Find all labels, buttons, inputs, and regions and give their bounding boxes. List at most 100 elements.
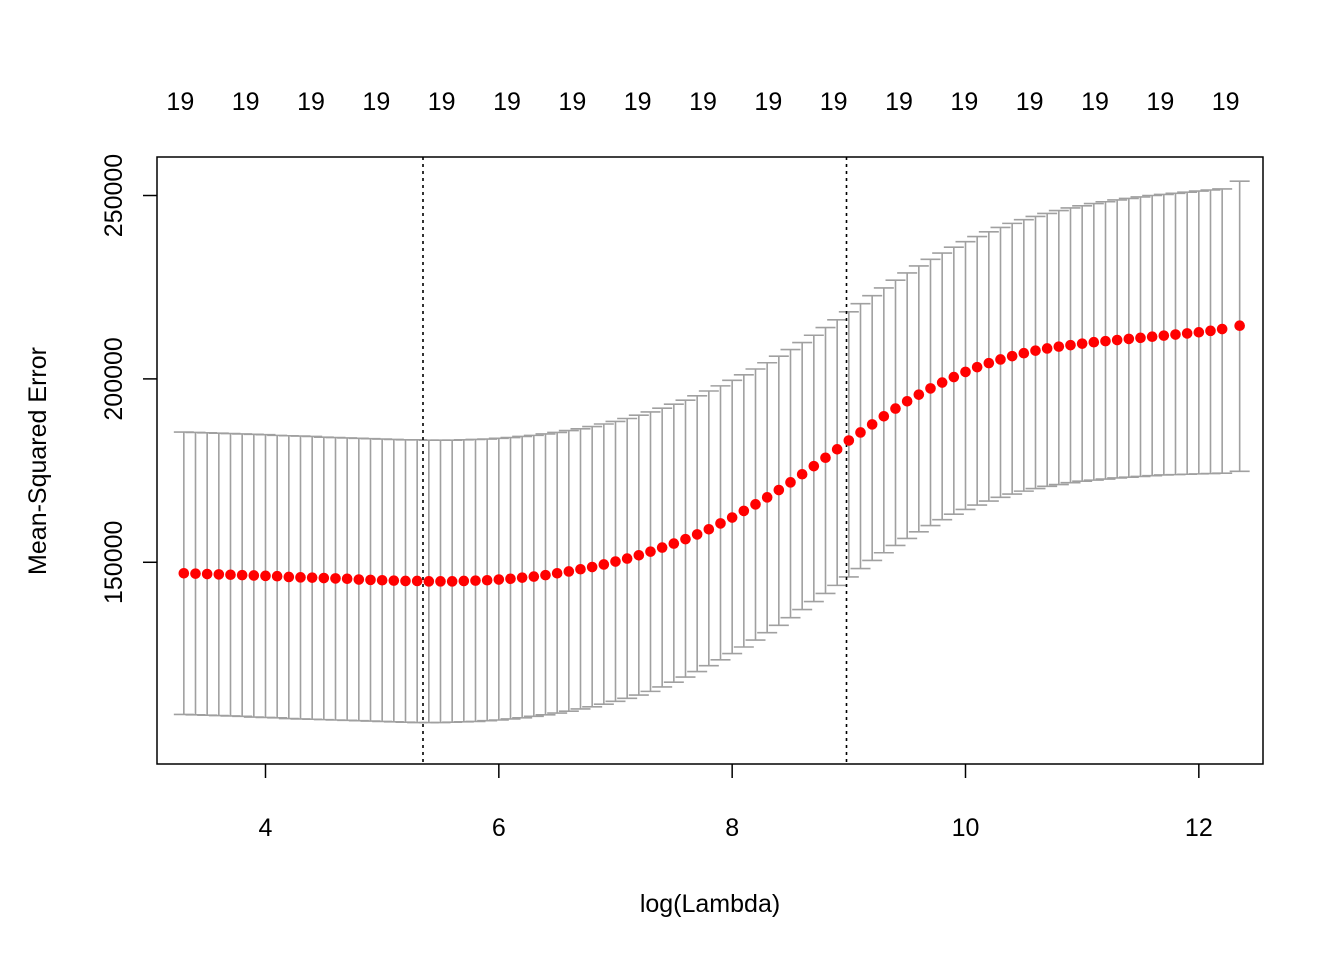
plot-frame bbox=[156, 156, 1264, 765]
mse-point bbox=[843, 435, 855, 446]
mse-point bbox=[598, 559, 610, 570]
mse-point bbox=[190, 568, 201, 579]
mse-point bbox=[1053, 341, 1065, 352]
mse-point bbox=[446, 576, 458, 587]
mse-point bbox=[855, 427, 866, 438]
mse-point bbox=[726, 512, 738, 523]
mse-point bbox=[470, 575, 481, 586]
mse-point bbox=[400, 575, 411, 587]
mse-point bbox=[820, 452, 831, 464]
top-axis-label: 19 bbox=[1081, 88, 1109, 116]
mse-point bbox=[1146, 331, 1158, 343]
mse-point bbox=[715, 518, 726, 529]
mse-point bbox=[1076, 338, 1088, 349]
mse-point bbox=[750, 499, 761, 510]
mse-point bbox=[1205, 325, 1216, 337]
top-axis-label: 19 bbox=[820, 88, 848, 116]
top-axis-label: 19 bbox=[428, 88, 456, 116]
top-axis-label: 19 bbox=[232, 88, 260, 116]
mse-point bbox=[283, 571, 295, 583]
mse-point bbox=[365, 574, 376, 586]
mse-point bbox=[236, 569, 248, 581]
mse-point bbox=[435, 576, 446, 587]
mse-point bbox=[178, 567, 190, 579]
mse-point bbox=[271, 570, 283, 582]
top-axis-label: 19 bbox=[362, 88, 390, 116]
mse-point bbox=[831, 444, 843, 455]
x-tick-label: 8 bbox=[725, 814, 739, 842]
top-axis-label: 19 bbox=[950, 88, 978, 116]
mse-point bbox=[995, 354, 1006, 365]
top-axis-label: 19 bbox=[558, 88, 586, 116]
mse-point bbox=[703, 523, 715, 535]
mse-point bbox=[213, 569, 225, 580]
mse-point bbox=[948, 371, 960, 383]
top-axis-label: 19 bbox=[624, 88, 652, 116]
x-tick-label: 10 bbox=[952, 814, 980, 842]
mse-point bbox=[1216, 323, 1228, 335]
mse-point bbox=[901, 395, 913, 407]
mse-point bbox=[295, 572, 306, 583]
mse-point bbox=[1170, 329, 1181, 340]
mse-point bbox=[785, 477, 796, 488]
mse-point bbox=[353, 574, 365, 585]
mse-point bbox=[248, 570, 260, 581]
mse-point bbox=[1135, 332, 1146, 344]
mse-point bbox=[680, 533, 691, 545]
x-tick-label: 12 bbox=[1185, 814, 1213, 842]
mse-point bbox=[1065, 339, 1076, 351]
x-axis-label: log(Lambda) bbox=[640, 890, 780, 918]
mse-point bbox=[1158, 330, 1170, 341]
mse-point bbox=[1030, 345, 1041, 356]
mse-point bbox=[201, 568, 213, 580]
mse-point bbox=[318, 572, 330, 584]
points-layer bbox=[178, 320, 1245, 587]
y-tick-label: 250000 bbox=[100, 154, 128, 237]
y-axis-label: Mean-Squared Error bbox=[24, 347, 52, 575]
mse-point bbox=[960, 366, 971, 378]
reference-lines-layer bbox=[422, 157, 848, 764]
mse-point bbox=[668, 538, 680, 549]
mse-point bbox=[796, 468, 808, 480]
mse-point bbox=[1193, 327, 1205, 338]
y-tick-label: 150000 bbox=[100, 521, 128, 604]
mse-point bbox=[610, 556, 621, 567]
mse-point bbox=[423, 576, 435, 587]
mse-point bbox=[761, 492, 773, 503]
mse-point bbox=[1088, 336, 1100, 348]
mse-point bbox=[878, 411, 890, 422]
mse-point bbox=[493, 574, 505, 585]
mse-point bbox=[913, 389, 925, 400]
mse-point bbox=[306, 572, 318, 583]
mse-point bbox=[1181, 328, 1193, 339]
mse-point bbox=[330, 573, 341, 584]
top-axis-label: 19 bbox=[1016, 88, 1044, 116]
mse-point bbox=[890, 403, 901, 414]
mse-point bbox=[936, 377, 948, 388]
mse-point bbox=[481, 574, 493, 586]
mse-point bbox=[1041, 343, 1053, 354]
mse-point bbox=[540, 569, 551, 581]
mse-point bbox=[1111, 334, 1123, 346]
mse-point bbox=[1018, 347, 1030, 359]
top-axis-label: 19 bbox=[1212, 88, 1240, 116]
mse-point bbox=[866, 419, 878, 430]
mse-point bbox=[225, 569, 236, 581]
mse-point bbox=[505, 573, 516, 585]
mse-point bbox=[645, 546, 656, 557]
top-axis-label: 19 bbox=[297, 88, 325, 116]
mse-point bbox=[516, 572, 528, 583]
mse-point bbox=[458, 575, 470, 587]
mse-point bbox=[586, 561, 598, 573]
mse-point bbox=[691, 529, 703, 540]
mse-point bbox=[260, 570, 271, 582]
mse-point bbox=[1006, 350, 1018, 362]
top-axis-label: 19 bbox=[885, 88, 913, 116]
mse-point bbox=[528, 571, 540, 582]
top-axis-label: 19 bbox=[166, 88, 194, 116]
mse-point bbox=[738, 505, 750, 517]
x-tick-label: 6 bbox=[492, 814, 506, 842]
mse-point bbox=[773, 484, 785, 496]
mse-point bbox=[388, 575, 400, 586]
